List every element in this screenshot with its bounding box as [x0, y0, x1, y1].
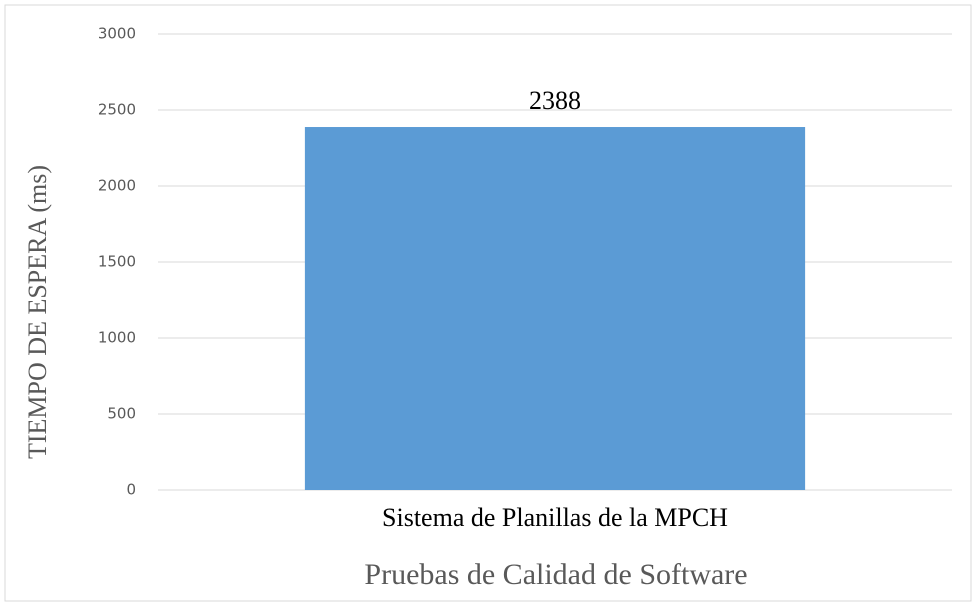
y-tick-label: 1000	[98, 329, 136, 347]
y-tick-label: 0	[126, 481, 136, 499]
y-axis-label: TIEMPO DE ESPERA (ms)	[23, 165, 52, 459]
bar	[304, 127, 806, 491]
y-tick-label: 2500	[98, 101, 136, 119]
y-tick-label: 3000	[98, 25, 136, 43]
y-tick-label: 1500	[98, 253, 136, 271]
data-label: 2388	[529, 86, 581, 115]
y-tick-label: 500	[107, 405, 136, 423]
x-tick-label: Sistema de Planillas de la MPCH	[382, 503, 728, 532]
x-axis-label: Pruebas de Calidad de Software	[364, 558, 747, 591]
y-tick-label: 2000	[98, 177, 136, 195]
